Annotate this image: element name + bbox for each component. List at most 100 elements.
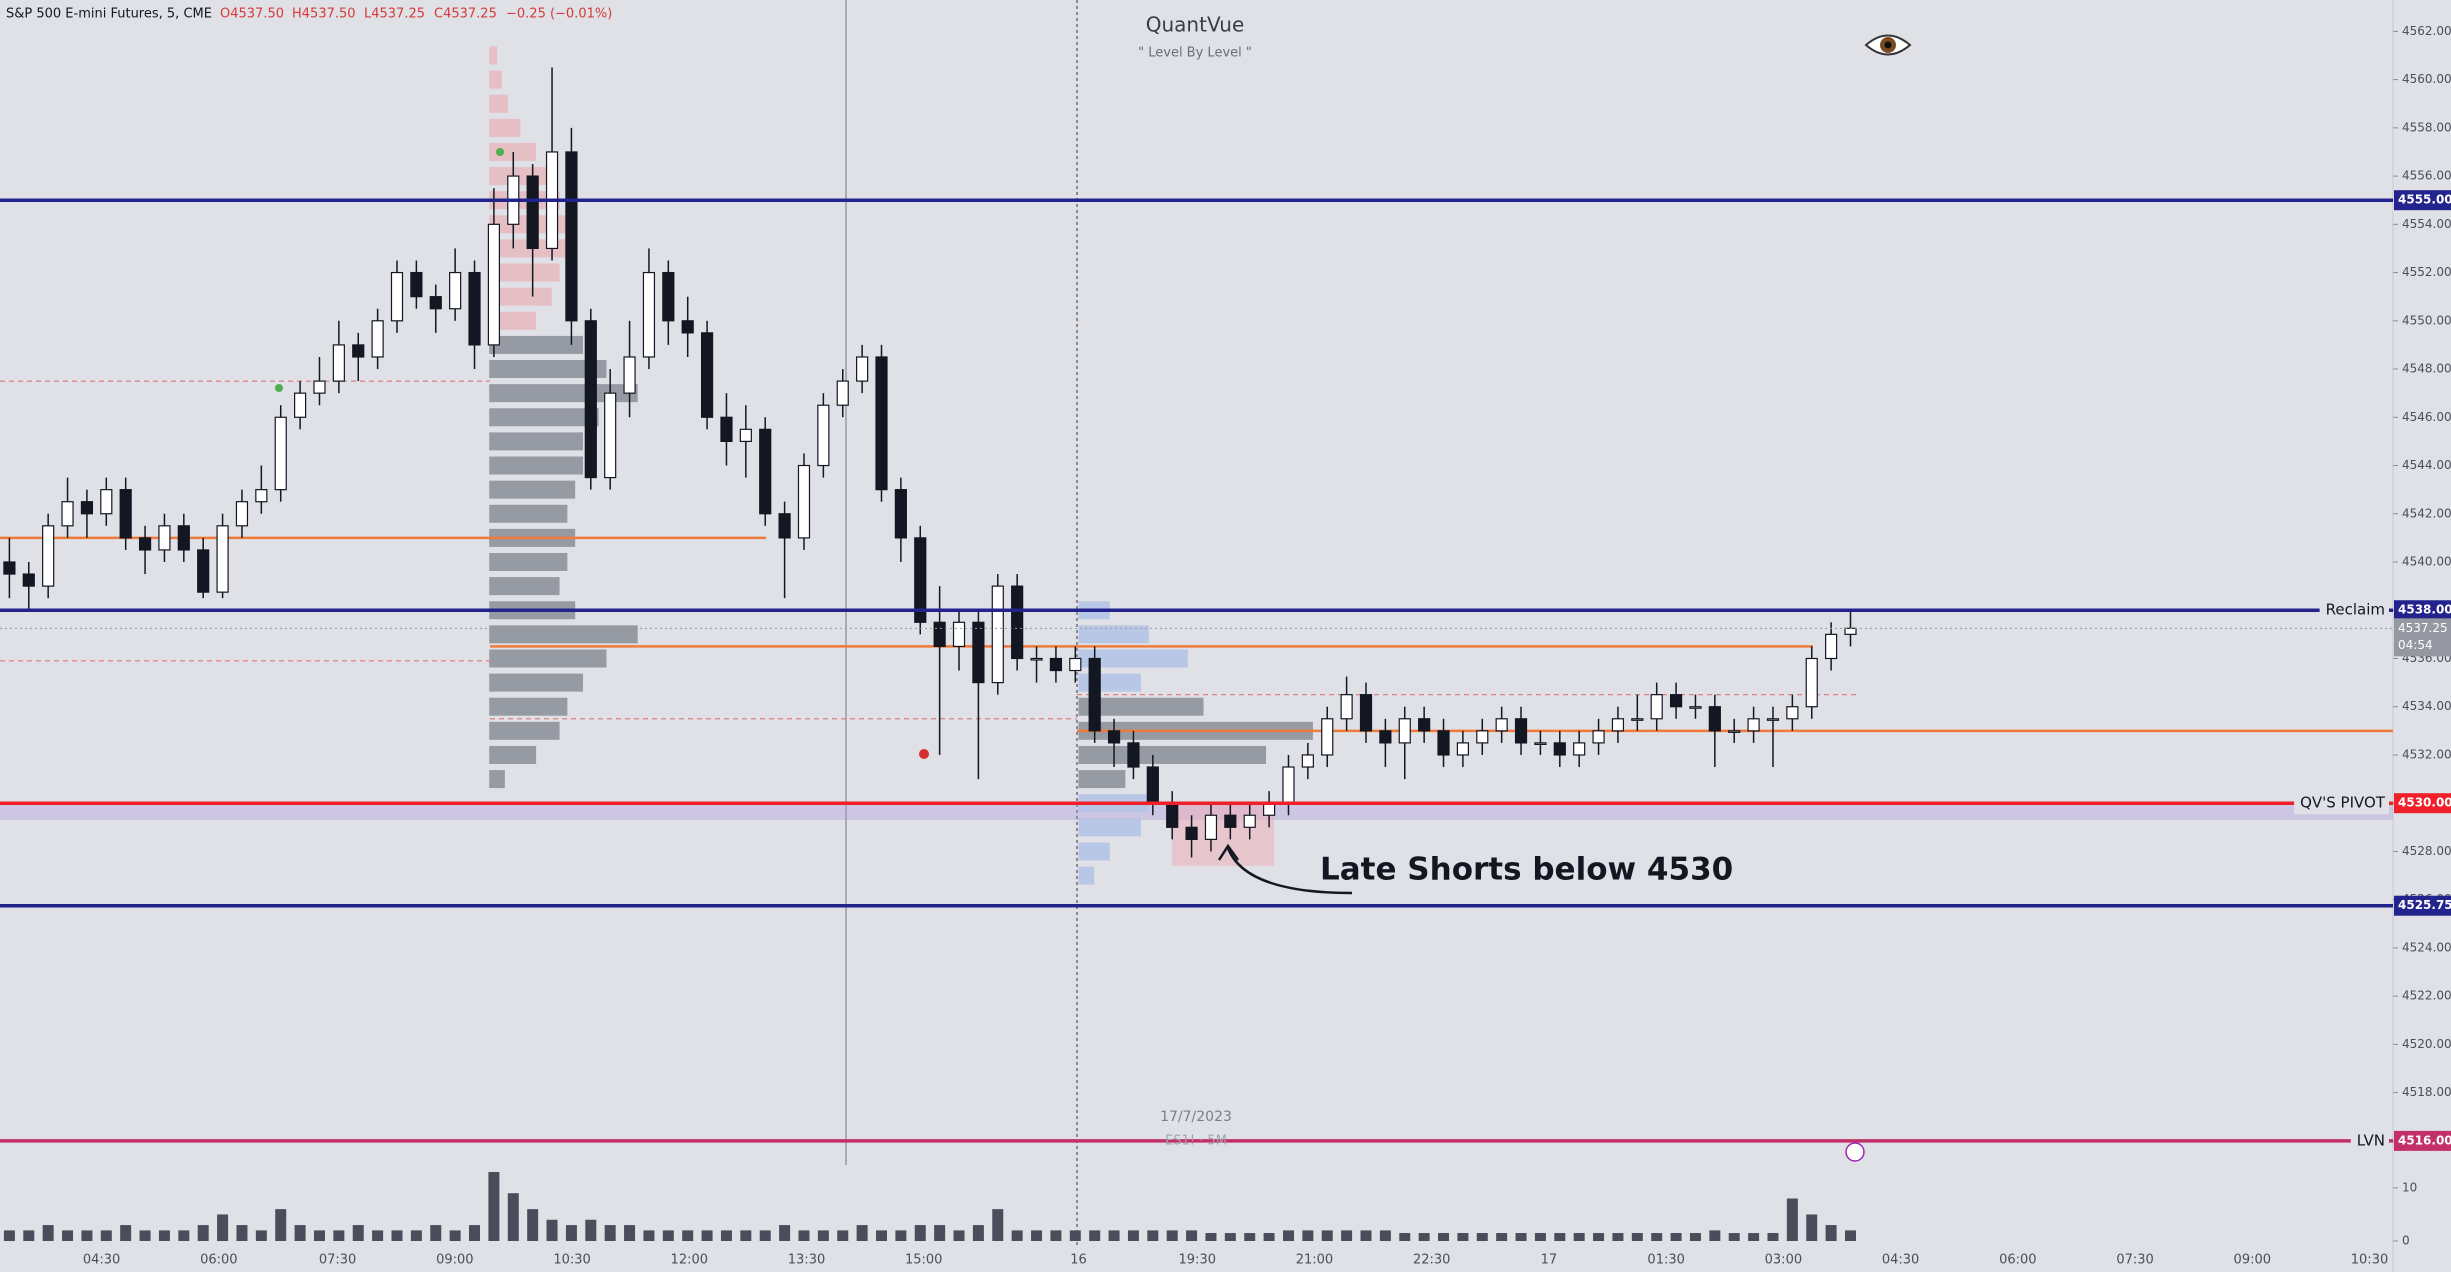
volume-bar: [1689, 1233, 1701, 1241]
signal-dot: [275, 384, 283, 392]
volume-bar: [81, 1230, 93, 1241]
watermark: ES1! · 5M: [1165, 1134, 1227, 1149]
signal-dot: [496, 148, 504, 156]
candle-body: [739, 428, 752, 442]
candle-body: [1088, 657, 1101, 732]
volume-bar: [1147, 1230, 1159, 1241]
x-tick-label: 19:30: [1179, 1253, 1216, 1268]
candle-body: [1166, 802, 1179, 828]
volume-bar: [1748, 1233, 1760, 1241]
volume-bar: [817, 1230, 829, 1241]
candle-body: [390, 271, 404, 322]
volume-bar: [1127, 1230, 1139, 1241]
x-tick-label: 10:30: [2351, 1253, 2388, 1268]
volume-bar: [1651, 1233, 1663, 1241]
volume-tick-label: 0: [2402, 1234, 2410, 1248]
volume-bar: [1438, 1233, 1450, 1241]
volume-bar: [1554, 1233, 1566, 1241]
ohlc-high: H4537.50: [292, 7, 356, 22]
candle-body: [1573, 742, 1586, 756]
candle-body: [817, 404, 830, 467]
profile-row: [489, 167, 552, 186]
price-badge-label: 4530.00: [2398, 796, 2451, 810]
profile-row: [1078, 866, 1095, 885]
profile-row: [489, 673, 583, 692]
candle-body: [1049, 657, 1063, 672]
y-tick-label: 4550.00: [2402, 313, 2451, 327]
y-tick-label: 4554.00: [2402, 217, 2451, 231]
annotation-arrow: [1217, 843, 1353, 895]
volume-bar: [1399, 1233, 1411, 1241]
candle-body: [1321, 718, 1334, 756]
volume-bar: [333, 1230, 345, 1241]
level-name: LVN: [2357, 1131, 2385, 1149]
annotation: Late Shorts below 4530: [1320, 852, 1733, 888]
profile-row: [489, 456, 583, 475]
profile-row: [489, 335, 583, 354]
symbol: S&P 500 E-mini Futures, 5, CME: [6, 7, 212, 22]
y-tick-label: 4556.00: [2402, 169, 2451, 183]
volume-bar: [895, 1230, 907, 1241]
volume-bar: [1224, 1233, 1236, 1241]
volume-bar: [1515, 1233, 1527, 1241]
profile-row: [489, 118, 521, 137]
decorations: [845, 0, 2394, 1272]
price-badge-label: 4555.00: [2398, 193, 2451, 207]
profile-row: [1078, 818, 1141, 837]
volume-bar: [682, 1230, 694, 1241]
volume-bar: [100, 1230, 112, 1241]
candle-body: [468, 271, 481, 346]
profile-row: [1078, 842, 1110, 861]
level-name-bg: [2350, 1129, 2389, 1152]
volume-bar: [1360, 1230, 1372, 1241]
candle-body: [216, 525, 229, 593]
candle-body: [80, 501, 94, 515]
volume-bar: [934, 1225, 946, 1241]
candle-body: [1592, 730, 1605, 744]
candle-body: [1553, 742, 1566, 756]
x-tick-label: 16: [1070, 1253, 1087, 1268]
profile-row: [489, 625, 638, 644]
candle-body: [1476, 730, 1489, 744]
volume-bar: [139, 1230, 151, 1241]
profile-row: [489, 480, 576, 499]
y-tick-label: 4524.00: [2402, 940, 2451, 954]
price-badge: [2394, 793, 2451, 814]
volume-bar: [23, 1230, 35, 1241]
volume-bar: [972, 1225, 984, 1241]
y-tick-label: 4560.00: [2402, 72, 2451, 86]
profile-row: [1078, 673, 1141, 692]
volume-bar: [1418, 1233, 1430, 1241]
profile-row: [489, 384, 638, 403]
volume-bar: [1341, 1230, 1353, 1241]
candle-body: [1437, 730, 1450, 756]
x-tick-label: 09:00: [436, 1253, 473, 1268]
volume-bar: [759, 1230, 771, 1241]
date-label: 17/7/2023: [1160, 1109, 1232, 1125]
candle-body: [487, 223, 500, 346]
profile-row: [489, 287, 552, 306]
profile-row: [489, 408, 599, 427]
candle-body: [1069, 657, 1082, 672]
volume-bar: [120, 1225, 132, 1241]
profile-row: [489, 360, 607, 379]
candle-body: [662, 271, 675, 322]
volume-bar: [1612, 1233, 1624, 1241]
profile-row: [489, 649, 607, 668]
volume-bar: [1496, 1233, 1508, 1241]
candle-body: [1107, 730, 1121, 744]
volume-bar: [992, 1209, 1004, 1241]
level-name-bg: [2319, 599, 2389, 622]
candle-body: [778, 513, 791, 539]
volume-bar: [720, 1230, 732, 1241]
candle-body: [449, 271, 462, 310]
candle-body: [856, 356, 869, 382]
alert-icon: [1845, 1142, 1865, 1162]
volume-bar: [158, 1230, 170, 1241]
ohlc-change: −0.25 (−0.01%): [506, 7, 612, 22]
volume-bar: [1244, 1233, 1256, 1241]
candle-body: [1398, 718, 1411, 744]
volume-bar: [62, 1230, 74, 1241]
candle-body: [1825, 633, 1838, 660]
